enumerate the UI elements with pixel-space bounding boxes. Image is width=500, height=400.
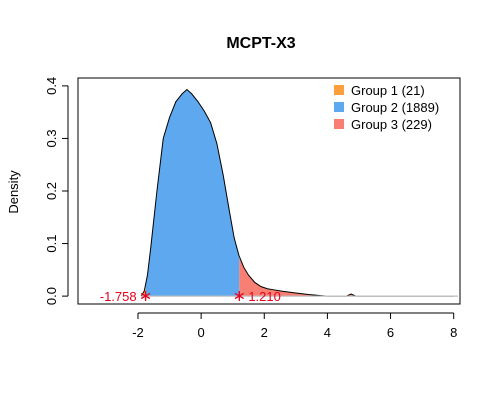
y-axis-label: Density: [6, 170, 21, 214]
x-tick-label: -2: [132, 325, 144, 340]
y-tick-label: 0.1: [44, 235, 59, 253]
cutpoint-label: -1.758: [100, 289, 137, 304]
x-tick-label: 8: [450, 325, 457, 340]
y-tick-label: 0.0: [44, 287, 59, 305]
legend-entry: Group 2 (1889): [351, 100, 439, 115]
y-tick-label: 0.4: [44, 77, 59, 95]
cutpoint-marker: ∗: [233, 286, 246, 305]
legend-swatch: [334, 119, 344, 129]
density-area-group-1: [141, 284, 146, 297]
x-tick-label: 0: [198, 325, 205, 340]
x-tick-label: 6: [387, 325, 394, 340]
cutpoint-label: 1.210: [248, 289, 281, 304]
cutpoint-marker: ∗: [139, 286, 152, 305]
legend-swatch: [334, 102, 344, 112]
legend-entry: Group 1 (21): [351, 83, 425, 98]
y-tick-label: 0.2: [44, 182, 59, 200]
legend: Group 1 (21) Group 2 (1889) Group 3 (229): [334, 83, 439, 132]
x-tick-label: 2: [261, 325, 268, 340]
x-tick-label: 4: [324, 325, 331, 340]
density-area-group-2: [145, 89, 240, 297]
plot-frame: [77, 77, 461, 305]
chart-title: MCPT-X3: [226, 35, 295, 52]
plot-area: -2 0 2 4 6 80.00.10.20.30.4∗-1.758 ∗ 1.210: [44, 77, 461, 340]
y-tick-label: 0.3: [44, 129, 59, 147]
legend-entry: Group 3 (229): [351, 117, 432, 132]
density-area-group-3: [239, 256, 454, 297]
legend-swatch: [334, 85, 344, 95]
